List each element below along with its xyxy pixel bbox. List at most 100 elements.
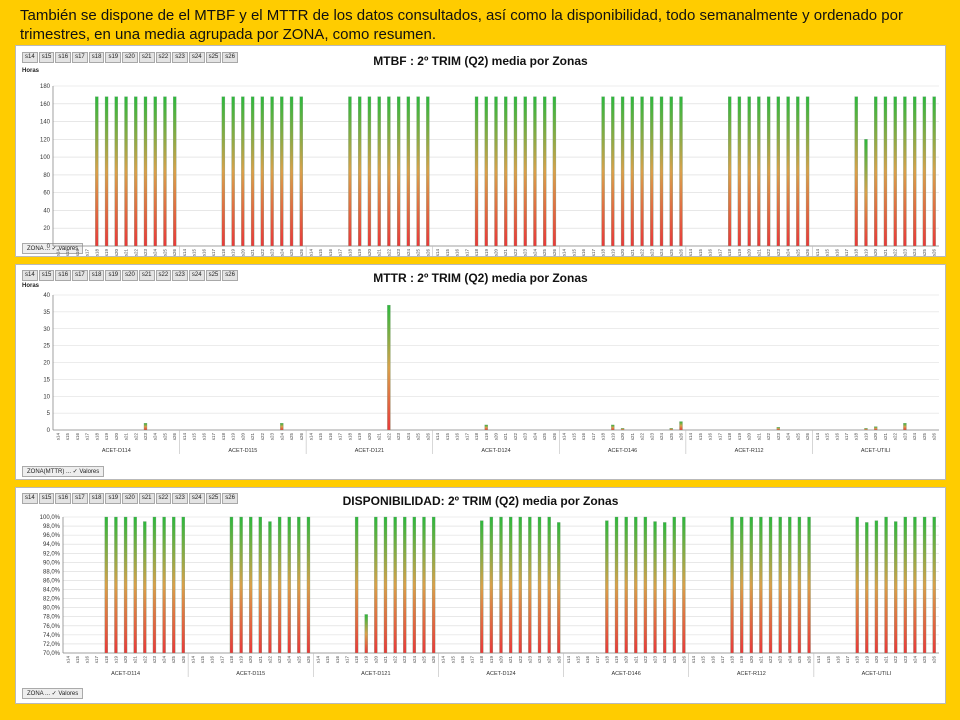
bar bbox=[403, 516, 407, 654]
x-tick-label: s14 bbox=[816, 656, 821, 664]
week-tab-s19[interactable]: s19 bbox=[105, 270, 122, 281]
y-tick-label: 30 bbox=[43, 327, 50, 333]
x-tick-label: s24 bbox=[153, 249, 158, 257]
week-tab-s17[interactable]: s17 bbox=[72, 270, 88, 281]
week-tab-s16[interactable]: s16 bbox=[55, 270, 72, 281]
week-tab-s20[interactable]: s20 bbox=[122, 270, 138, 281]
x-tick-label: s17 bbox=[720, 656, 725, 664]
week-tab-s18[interactable]: s18 bbox=[88, 52, 105, 63]
x-tick-label: s24 bbox=[162, 656, 167, 664]
week-tab-s15[interactable]: s15 bbox=[38, 52, 55, 63]
x-tick-label: s21 bbox=[124, 433, 129, 441]
x-tick-label: s22 bbox=[513, 249, 518, 257]
bar bbox=[134, 96, 138, 247]
week-tab-s23[interactable]: s23 bbox=[172, 270, 188, 281]
x-tick-label: s25 bbox=[171, 656, 176, 664]
filter-arrow-icon: ... ✓ bbox=[64, 469, 80, 475]
week-tab-s22[interactable]: s22 bbox=[155, 52, 172, 63]
x-tick-label: s20 bbox=[367, 433, 372, 441]
week-tab-s22[interactable]: s22 bbox=[155, 270, 172, 281]
week-tab-s26[interactable]: s26 bbox=[222, 270, 238, 281]
y-axis-label: Horas bbox=[22, 68, 40, 74]
x-tick-label: s17 bbox=[211, 433, 216, 441]
x-tick-label: s19 bbox=[610, 249, 615, 257]
week-tab-s26[interactable]: s26 bbox=[222, 493, 238, 504]
bar bbox=[854, 96, 858, 247]
week-tab-s14[interactable]: s14 bbox=[22, 493, 38, 504]
zone-filter-button[interactable]: ZONA(MTTR) ... ✓ Valores bbox=[22, 466, 105, 477]
y-tick-label: 160 bbox=[40, 102, 51, 108]
bar bbox=[287, 516, 291, 654]
x-tick-label: s19 bbox=[489, 656, 494, 664]
x-tick-label: s14 bbox=[688, 249, 693, 257]
week-tab-s19[interactable]: s19 bbox=[105, 493, 122, 504]
x-tick-label: s16 bbox=[460, 656, 465, 664]
x-tick-label: s15 bbox=[200, 656, 205, 664]
bar bbox=[523, 96, 527, 247]
week-tab-s20[interactable]: s20 bbox=[122, 493, 138, 504]
x-tick-label: s15 bbox=[698, 433, 703, 441]
week-tab-s23[interactable]: s23 bbox=[172, 52, 188, 63]
x-tick-label: s15 bbox=[192, 433, 197, 441]
week-tab-s21[interactable]: s21 bbox=[138, 270, 155, 281]
zone-filter-button[interactable]: ZONA ... ✓ Valores bbox=[22, 688, 84, 699]
x-tick-label: s17 bbox=[85, 433, 90, 441]
x-tick-label: s17 bbox=[717, 433, 722, 441]
x-tick-label: s16 bbox=[455, 249, 460, 257]
week-tab-s14[interactable]: s14 bbox=[22, 52, 38, 63]
week-tab-s20[interactable]: s20 bbox=[122, 52, 138, 63]
zone-filter-label: ZONA(MTTR) bbox=[27, 469, 65, 475]
x-tick-label: s24 bbox=[787, 656, 792, 664]
x-tick-label: s24 bbox=[279, 433, 284, 441]
group-label: ACET-D115 bbox=[228, 448, 257, 454]
week-tab-s25[interactable]: s25 bbox=[205, 493, 222, 504]
y-tick-label: 86,0% bbox=[43, 578, 61, 584]
x-tick-label: s21 bbox=[756, 249, 761, 257]
week-tab-s16[interactable]: s16 bbox=[55, 493, 72, 504]
x-tick-label: s21 bbox=[124, 249, 129, 257]
bar bbox=[640, 96, 644, 247]
bar bbox=[396, 96, 401, 247]
week-tab-s18[interactable]: s18 bbox=[88, 493, 105, 504]
x-tick-label: s18 bbox=[104, 656, 109, 664]
week-tab-s26[interactable]: s26 bbox=[222, 52, 238, 63]
x-tick-label: s22 bbox=[768, 656, 773, 664]
week-tab-s17[interactable]: s17 bbox=[72, 52, 88, 63]
week-tab-s25[interactable]: s25 bbox=[205, 270, 222, 281]
bar bbox=[537, 516, 542, 654]
week-tab-s24[interactable]: s24 bbox=[188, 270, 205, 281]
bar bbox=[884, 516, 888, 654]
week-tab-s25[interactable]: s25 bbox=[205, 52, 222, 63]
x-tick-label: s20 bbox=[620, 249, 625, 257]
bar bbox=[270, 96, 274, 247]
week-tab-s17[interactable]: s17 bbox=[72, 493, 88, 504]
week-tab-s19[interactable]: s19 bbox=[105, 52, 122, 63]
x-tick-label: s26 bbox=[805, 249, 810, 257]
week-tab-s22[interactable]: s22 bbox=[155, 493, 172, 504]
x-tick-label: s14 bbox=[566, 656, 571, 664]
week-tab-s23[interactable]: s23 bbox=[172, 493, 188, 504]
x-tick-label: s14 bbox=[691, 656, 696, 664]
week-tab-s15[interactable]: s15 bbox=[38, 270, 55, 281]
week-tab-s24[interactable]: s24 bbox=[188, 493, 205, 504]
week-tab-s16[interactable]: s16 bbox=[55, 52, 72, 63]
week-tab-s15[interactable]: s15 bbox=[38, 493, 55, 504]
x-tick-label: s23 bbox=[270, 249, 275, 257]
week-tab-s24[interactable]: s24 bbox=[188, 52, 205, 63]
x-tick-label: s19 bbox=[231, 249, 236, 257]
x-tick-label: s24 bbox=[406, 249, 411, 257]
x-tick-label: s25 bbox=[162, 249, 167, 257]
bar bbox=[489, 516, 494, 654]
week-tab-s21[interactable]: s21 bbox=[138, 493, 155, 504]
week-tab-s14[interactable]: s14 bbox=[22, 270, 38, 281]
week-tab-s18[interactable]: s18 bbox=[88, 270, 105, 281]
x-tick-label: s15 bbox=[698, 249, 703, 257]
x-tick-label: s16 bbox=[834, 433, 839, 441]
bar bbox=[508, 516, 513, 654]
y-tick-label: 0 bbox=[47, 428, 51, 434]
x-tick-label: s16 bbox=[201, 249, 206, 257]
x-tick-label: s15 bbox=[192, 249, 197, 257]
bar bbox=[277, 516, 282, 654]
week-tab-s21[interactable]: s21 bbox=[138, 52, 155, 63]
bar bbox=[484, 96, 488, 247]
